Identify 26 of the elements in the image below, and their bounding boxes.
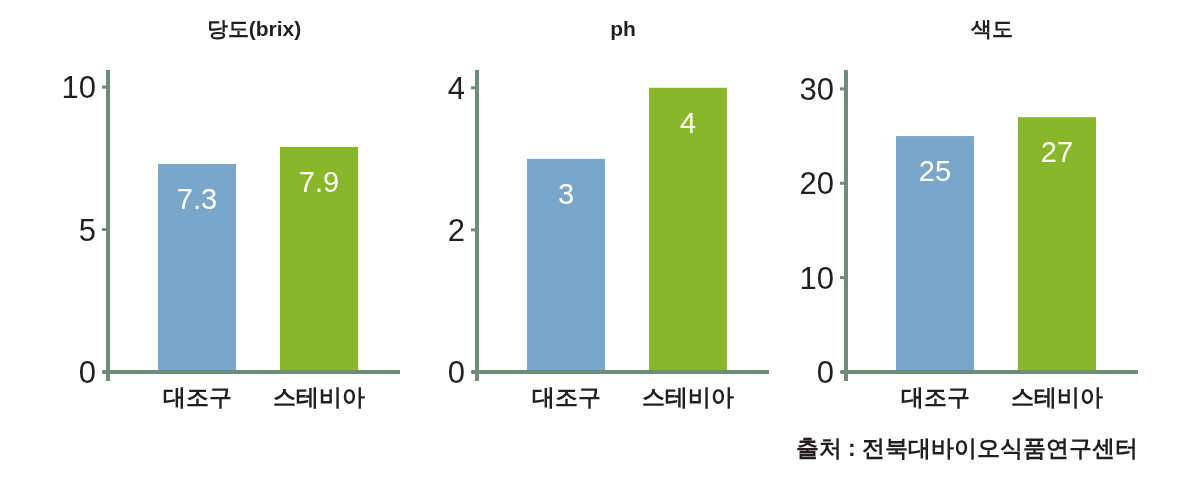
y-tick-label: 0 — [816, 355, 834, 390]
title: ph — [610, 17, 636, 40]
title: 당도(brix) — [206, 17, 302, 40]
y-tick-label: 0 — [447, 355, 465, 390]
x-tick-label: 스테비아 — [273, 384, 365, 410]
x-tick-label: 대조구 — [531, 384, 601, 410]
data-label: 3 — [557, 177, 575, 210]
y-tick-label: 30 — [799, 71, 834, 107]
title: 색도 — [971, 17, 1013, 40]
annotation: 출처 : 전북대바이오식품연구센터 — [795, 435, 1138, 461]
y-tick-label: 5 — [78, 212, 96, 248]
y-tick-label: 10 — [799, 260, 834, 296]
data-label: 7.3 — [176, 183, 218, 215]
y-tick-label: 10 — [61, 70, 96, 106]
x-tick-label: 스테비아 — [642, 384, 734, 410]
x-tick-label: 스테비아 — [1011, 384, 1103, 410]
x-tick-label: 대조구 — [900, 384, 970, 410]
y-tick-label: 2 — [447, 212, 465, 248]
x-tick-label: 대조구 — [162, 384, 232, 410]
data-label: 25 — [918, 155, 952, 188]
y-tick-label: 4 — [447, 70, 465, 106]
data-label: 7.9 — [298, 165, 340, 198]
data-label: 27 — [1040, 136, 1074, 169]
y-tick-label: 0 — [78, 355, 96, 390]
y-tick-label: 20 — [799, 166, 834, 202]
data-label: 4 — [679, 106, 697, 139]
